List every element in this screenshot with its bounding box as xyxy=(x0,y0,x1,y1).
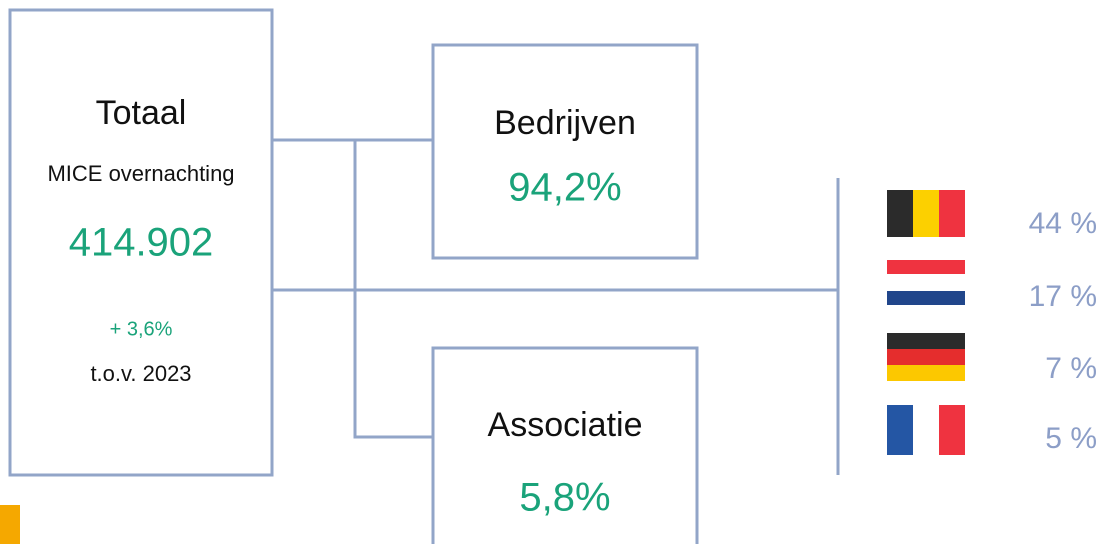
total-box xyxy=(8,8,274,477)
accent-block xyxy=(0,505,20,544)
segment-value: 5,8% xyxy=(519,476,610,520)
flag-fr xyxy=(887,405,965,455)
total-comparison: t.o.v. 2023 xyxy=(90,361,191,386)
country-share: 7 % xyxy=(1045,352,1097,385)
total-change: + 3,6% xyxy=(110,318,173,340)
segment-label: Bedrijven xyxy=(494,104,636,142)
flag-de xyxy=(887,333,965,381)
segment-box xyxy=(431,43,699,260)
total-value: 414.902 xyxy=(69,221,214,265)
country-share: 17 % xyxy=(1029,280,1097,313)
country-share: 5 % xyxy=(1045,422,1097,455)
segment-value: 94,2% xyxy=(508,166,621,210)
flag-nl xyxy=(887,260,965,305)
flag-be xyxy=(887,190,965,237)
segment-box xyxy=(431,346,699,544)
segment-label: Associatie xyxy=(488,406,643,444)
total-subtitle: MICE overnachting xyxy=(47,161,234,186)
total-title: Totaal xyxy=(96,94,187,132)
connectors xyxy=(272,138,840,475)
country-share: 44 % xyxy=(1029,207,1097,240)
